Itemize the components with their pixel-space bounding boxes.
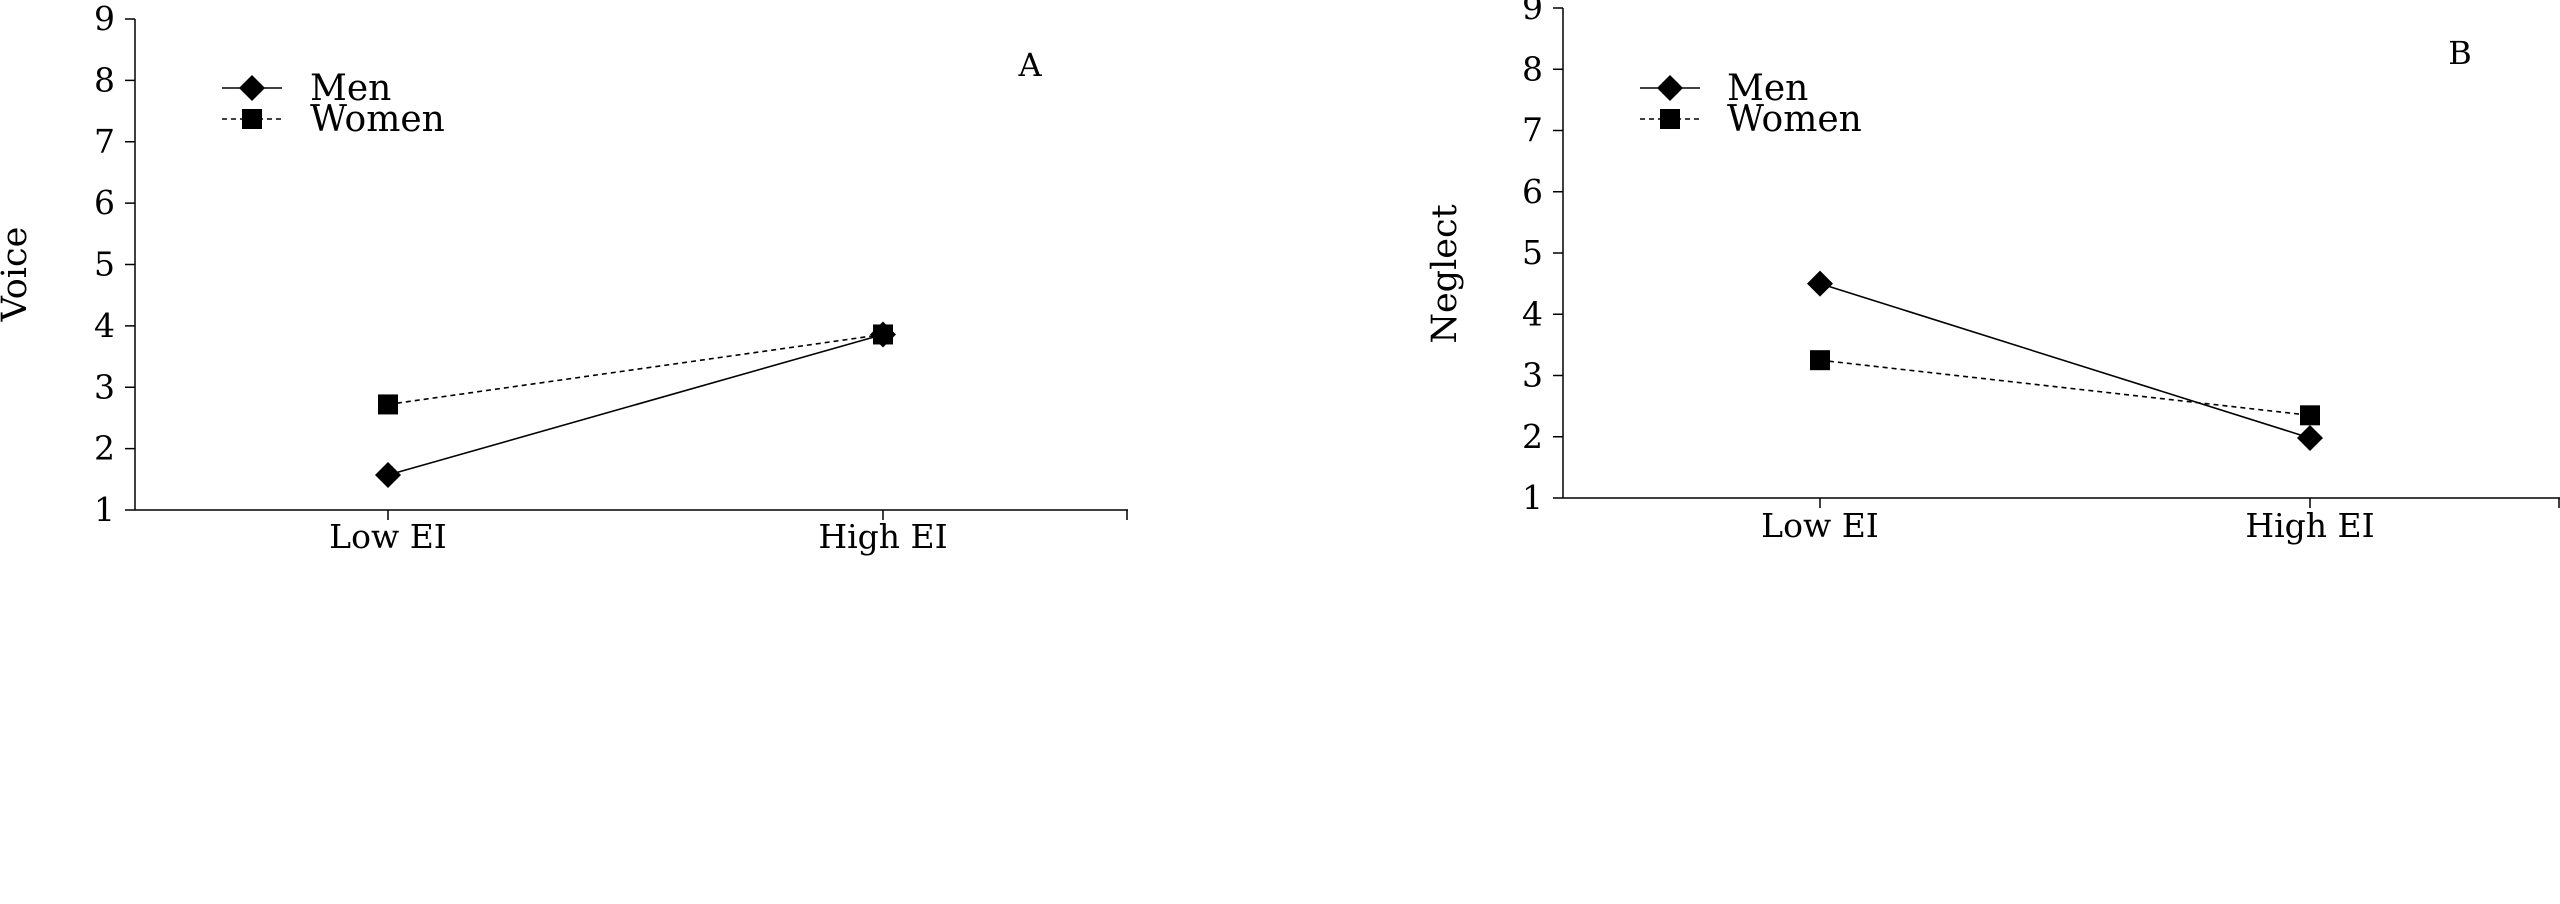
panel-b-y-tick-label: 2 [1522,417,1543,456]
panel-b-y-tick-label: 5 [1522,233,1543,272]
panel-a-legend-men-marker [239,75,265,101]
panel-a-y-tick-label: 3 [94,367,115,406]
panel-a-y-tick-label: 1 [94,490,115,529]
panel-a-x-tick-label: High EI [818,517,947,556]
panel-b-y-tick-label: 3 [1522,356,1543,395]
panel-a-series-men-point [870,321,896,348]
panel-b-y-tick-label: 7 [1522,111,1543,150]
panel-b-letter: B [2448,34,2472,72]
panel-b-y-tick-label: 1 [1522,478,1543,517]
panel-b-x-tick-label: High EI [2245,506,2374,545]
panel-a-y-tick-label: 5 [94,245,115,284]
panel-a-series-men-line [387,333,884,476]
panel-a-series-men-point [375,462,401,489]
panel-a-y-tick-label: 6 [94,183,115,222]
panel-a-y-tick-label: 7 [94,122,115,161]
panel-a-series-women-point [378,394,398,415]
panel-a-y-tick-label: 2 [94,429,115,468]
panel-b-series-men-point [1807,270,1833,297]
panel-b-series-men-point [2297,424,2323,451]
panel-b-series-women-point [2300,405,2320,426]
panel-b-y-tick-label: 4 [1522,294,1543,333]
panel-a-y-tick-label: 9 [94,0,115,38]
panel-b-series-men-line [1819,282,2311,439]
panel-b-y-tick-label: 9 [1522,0,1543,27]
panel-a-x-tick-label: Low EI [329,517,447,556]
panel-b-y-tick-label: 8 [1522,49,1543,88]
panel-b-legend-men-marker [1657,75,1683,101]
panel-b-x-tick-label: Low EI [1761,506,1879,545]
panel-a-y-axis-title: Voice [0,227,35,323]
panel-a-y-tick-label: 4 [94,306,115,345]
panel-b-legend-women-marker [1660,109,1680,129]
panel-a-legend-men-label: Men [310,68,391,109]
panel-a-legend-women-marker [242,109,262,129]
panel-b-legend-women-label: Women [1727,99,1862,140]
panel-b-series-women-line [1819,359,2311,417]
panel-a-letter: A [1017,46,1042,84]
panel-b-legend-men-label: Men [1727,68,1808,109]
panel-a-y-tick-label: 8 [94,60,115,99]
panel-a-legend-women-label: Women [310,99,445,140]
panel-b-series-women-point [1810,350,1830,371]
panel-b-y-tick-label: 6 [1522,172,1543,211]
panel-b-y-axis-title: Neglect [1425,204,1465,343]
panel-a-series-women-line [387,333,884,406]
